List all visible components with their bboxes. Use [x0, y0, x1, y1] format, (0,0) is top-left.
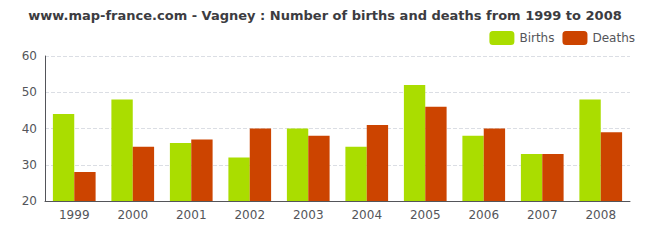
- svg-text:50: 50: [22, 85, 37, 99]
- svg-text:2005: 2005: [410, 208, 441, 222]
- svg-text:www.map-france.com - Vagney :: www.map-france.com - Vagney : Number of …: [28, 8, 621, 23]
- svg-text:20: 20: [22, 194, 37, 208]
- svg-text:40: 40: [22, 122, 37, 136]
- svg-text:Deaths: Deaths: [592, 31, 635, 45]
- svg-text:1999: 1999: [59, 208, 90, 222]
- svg-text:30: 30: [22, 158, 37, 172]
- svg-text:2003: 2003: [293, 208, 324, 222]
- svg-text:2001: 2001: [176, 208, 207, 222]
- svg-text:2002: 2002: [234, 208, 265, 222]
- svg-text:2004: 2004: [351, 208, 382, 222]
- svg-text:60: 60: [22, 49, 37, 63]
- svg-text:2000: 2000: [117, 208, 148, 222]
- svg-text:2007: 2007: [527, 208, 558, 222]
- svg-text:2006: 2006: [468, 208, 499, 222]
- svg-text:2008: 2008: [585, 208, 616, 222]
- svg-text:Births: Births: [519, 31, 554, 45]
